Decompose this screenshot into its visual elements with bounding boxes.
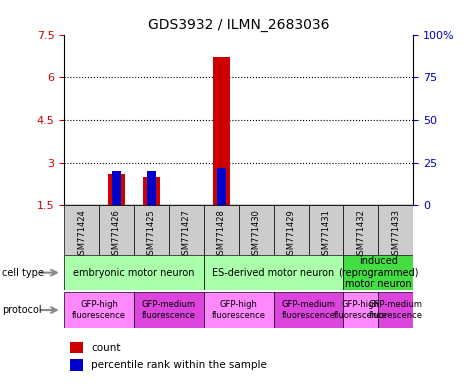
- Bar: [238, 205, 274, 255]
- Bar: [343, 205, 379, 255]
- Text: GFP-medium
fluorescence: GFP-medium fluorescence: [369, 300, 423, 320]
- Text: count: count: [92, 343, 121, 353]
- Bar: [217, 168, 226, 205]
- Bar: [64, 255, 204, 290]
- Text: GSM771426: GSM771426: [112, 209, 121, 260]
- Text: GSM771429: GSM771429: [286, 209, 295, 260]
- Bar: [147, 171, 156, 205]
- Text: GFP-high
fluorescence: GFP-high fluorescence: [212, 300, 266, 320]
- Text: GSM771428: GSM771428: [217, 209, 226, 260]
- Bar: [64, 205, 99, 255]
- Bar: [343, 292, 379, 328]
- Text: cell type: cell type: [2, 268, 44, 278]
- Text: GSM771425: GSM771425: [147, 209, 156, 260]
- Bar: [112, 171, 121, 205]
- Bar: [204, 205, 238, 255]
- Bar: [134, 205, 169, 255]
- Text: GFP-medium
fluorescence: GFP-medium fluorescence: [282, 300, 335, 320]
- Bar: [204, 292, 274, 328]
- Bar: [204, 255, 343, 290]
- Bar: [379, 292, 413, 328]
- Bar: [212, 57, 230, 205]
- Text: GFP-medium
fluorescence: GFP-medium fluorescence: [142, 300, 196, 320]
- Bar: [274, 205, 309, 255]
- Text: ES-derived motor neuron: ES-derived motor neuron: [212, 268, 335, 278]
- Bar: [379, 205, 413, 255]
- Bar: [309, 205, 343, 255]
- Bar: [70, 359, 83, 371]
- Text: embryonic motor neuron: embryonic motor neuron: [73, 268, 195, 278]
- Text: GFP-high
fluorescence: GFP-high fluorescence: [334, 300, 388, 320]
- Bar: [70, 342, 83, 353]
- Text: GSM771430: GSM771430: [252, 209, 261, 260]
- Bar: [64, 292, 134, 328]
- Bar: [142, 177, 160, 205]
- Bar: [169, 205, 204, 255]
- Text: GSM771427: GSM771427: [182, 209, 191, 260]
- Text: GFP-high
fluorescence: GFP-high fluorescence: [72, 300, 126, 320]
- Text: GSM771431: GSM771431: [322, 209, 331, 260]
- Title: GDS3932 / ILMN_2683036: GDS3932 / ILMN_2683036: [148, 18, 330, 32]
- Text: GSM771432: GSM771432: [356, 209, 365, 260]
- Bar: [108, 174, 125, 205]
- Bar: [134, 292, 204, 328]
- Bar: [274, 292, 343, 328]
- Bar: [99, 205, 134, 255]
- Text: induced
(reprogrammed)
motor neuron: induced (reprogrammed) motor neuron: [338, 256, 418, 289]
- Text: GSM771424: GSM771424: [77, 209, 86, 260]
- Bar: [343, 255, 413, 290]
- Text: protocol: protocol: [2, 305, 42, 315]
- Text: GSM771433: GSM771433: [391, 209, 400, 260]
- Text: percentile rank within the sample: percentile rank within the sample: [92, 360, 267, 370]
